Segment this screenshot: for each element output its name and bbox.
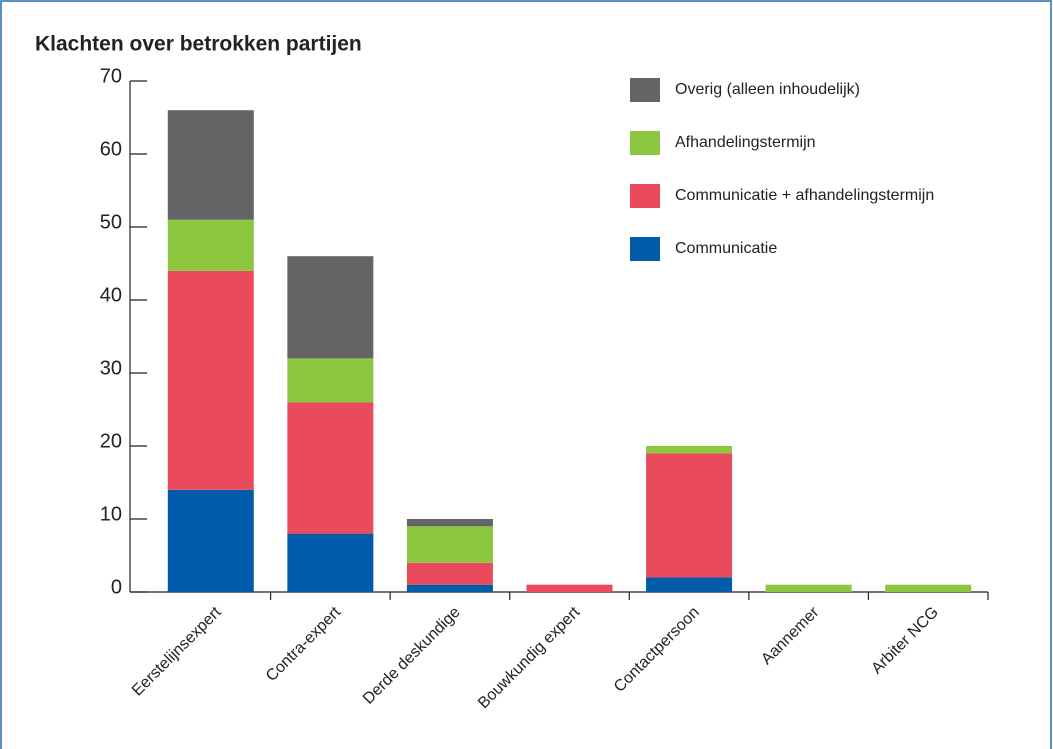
legend-label: Afhandelingstermijn [675,134,816,151]
x-tick-label: Contactpersoon [611,604,703,696]
x-tick-label: Contra-expert [263,603,345,685]
x-tick-label: Bouwkundig expert [475,603,584,712]
x-tick-label: Arbiter NCG [868,604,942,678]
bar-segment [287,358,374,403]
chart-title: Klachten over betrokken partijen [35,33,362,56]
bar-segment [406,519,493,527]
bar-segment [406,562,493,585]
y-tick-label: 30 [100,357,122,379]
bar-segment [885,584,972,592]
bar-segment [287,402,374,534]
bar-segment [167,270,254,490]
x-tick-label: Derde deskundige [360,604,464,708]
bar-segment [167,489,254,592]
legend-swatch [630,184,660,208]
x-tick-label: Eerstelijnsexpert [129,603,225,699]
bar-segment [646,577,733,592]
y-tick-label: 0 [111,576,122,598]
bar-segment [287,256,374,359]
legend-label: Communicatie + afhandelingstermijn [675,187,934,204]
legend-swatch [630,78,660,102]
bar-segment [646,446,733,454]
legend-swatch [630,131,660,155]
bar-segment [765,584,852,592]
bar-segment [287,533,374,592]
y-tick-label: 40 [100,284,122,306]
y-tick-label: 50 [100,211,122,233]
legend-label: Communicatie [675,240,777,257]
bar-segment [167,110,254,220]
y-tick-label: 70 [100,65,122,87]
x-tick-label: Aannemer [758,603,823,668]
bar-segment [406,526,493,563]
legend-swatch [630,237,660,261]
legend-label: Overig (alleen inhoudelijk) [675,81,860,98]
bar-segment [646,453,733,578]
y-tick-label: 20 [100,430,122,452]
y-tick-label: 10 [100,503,122,525]
bar-segment [167,219,254,271]
bar-segment [526,584,613,592]
y-tick-label: 60 [100,138,122,160]
bar-segment [406,584,493,592]
